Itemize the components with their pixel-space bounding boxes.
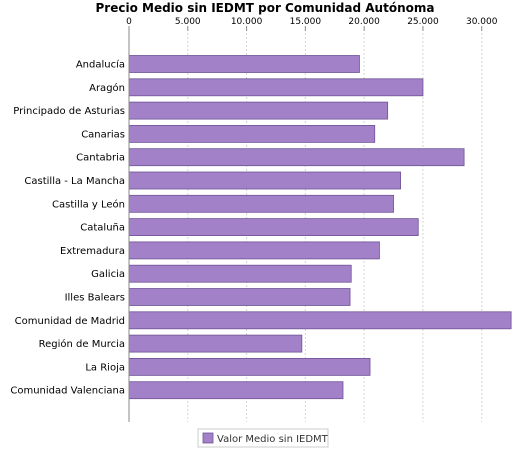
category-label: Cantabria xyxy=(76,153,125,164)
x-tick-label: 25.000 xyxy=(407,17,439,27)
category-label: Extremadura xyxy=(60,246,125,257)
category-label: Principado de Asturias xyxy=(13,106,125,117)
category-label: Comunidad de Madrid xyxy=(15,316,125,327)
bar xyxy=(128,55,360,73)
legend-label: Valor Medio sin IEDMT xyxy=(217,434,329,445)
legend-swatch xyxy=(202,432,214,444)
category-label: Región de Murcia xyxy=(39,338,125,350)
category-label: Galicia xyxy=(91,269,125,280)
bar xyxy=(128,241,380,260)
bar xyxy=(128,357,371,376)
bar xyxy=(128,218,419,237)
bar xyxy=(128,334,303,353)
bar xyxy=(128,311,512,330)
category-label: Illes Balears xyxy=(65,293,125,304)
category-label: La Rioja xyxy=(85,362,125,373)
category-label: Aragón xyxy=(89,82,125,94)
bar xyxy=(128,381,344,400)
bar xyxy=(128,194,394,213)
bar xyxy=(128,148,465,167)
grid xyxy=(187,33,483,422)
x-axis-ticks: 0 5.000 10.000 15.000 20.000 25.000 30.000 xyxy=(126,17,498,31)
x-tick-label: 30.000 xyxy=(466,17,498,27)
category-label: Cataluña xyxy=(80,223,125,234)
bar xyxy=(128,264,352,283)
bar xyxy=(128,101,389,120)
legend: Valor Medio sin IEDMT xyxy=(197,428,329,448)
category-label: Castilla - La Mancha xyxy=(24,176,125,187)
bar xyxy=(128,288,351,306)
category-label: Comunidad Valenciana xyxy=(10,386,125,397)
x-tick-label: 15.000 xyxy=(290,17,322,27)
chart-title: Precio Medio sin IEDMT por Comunidad Aut… xyxy=(96,1,435,15)
category-label: Andalucía xyxy=(76,59,125,71)
category-label: Canarias xyxy=(81,129,125,140)
bar xyxy=(128,78,424,97)
category-labels: Andalucía Aragón Principado de Asturias Can… xyxy=(10,59,125,397)
x-tick-label: 20.000 xyxy=(348,17,380,27)
x-tick-label: 0 xyxy=(126,17,132,27)
legend-box xyxy=(197,428,329,448)
bars xyxy=(128,55,512,400)
x-tick-label: 10.000 xyxy=(231,17,263,27)
category-label: Castilla y León xyxy=(52,198,125,210)
bar xyxy=(128,125,376,143)
bar xyxy=(128,171,402,190)
x-tick-label: 5.000 xyxy=(175,17,201,27)
